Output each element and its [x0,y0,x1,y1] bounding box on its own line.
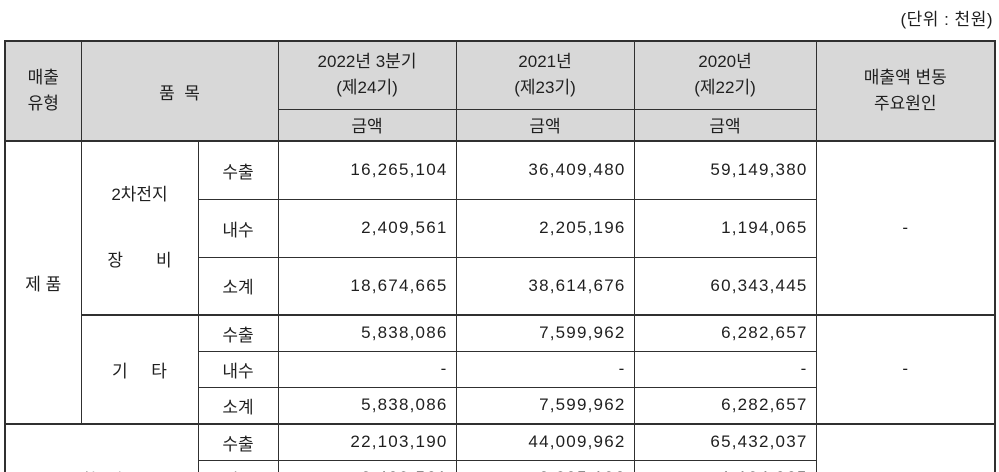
cell-amount-2022: - [277,350,457,389]
header-period-2021: 2021년 (제23기) [455,40,635,110]
cell-amount-2020: 65,432,037 [633,422,817,461]
cell-amount-2020: 60,343,445 [633,256,817,316]
cell-amount-2022: 2,409,561 [277,459,457,472]
cell-product-label: 제 품 [4,140,82,425]
cell-amount-2021: 7,599,962 [455,313,635,352]
cell-item-other: 기 타 [80,314,199,425]
cell-item-battery-line1: 2차전지 [111,185,168,204]
header-amount-2022: 금액 [277,108,457,142]
cell-amount-2022: 2,409,561 [277,198,457,258]
cell-type-label: 내수 [197,198,279,258]
header-period-2020-title: 2020년 [698,52,752,72]
cell-item-battery-line2: 장 비 [107,251,172,270]
header-period-2021-title: 2021년 [518,52,572,72]
cell-type-label: 수출 [197,313,279,352]
table-row: 소계 18,674,665 38,614,676 60,343,445 [5,256,995,316]
header-period-2022-term: (제24기) [336,78,398,98]
cell-amount-2022: 18,674,665 [277,256,457,316]
cell-amount-2022: 5,838,086 [277,387,457,425]
table-row: 기 타 수출 5,838,086 7,599,962 6,282,657 - [5,313,996,425]
unit-label: (단위 : 천원) [900,10,993,29]
sales-breakdown-table: 매출 유형 품 목 2022년 3분기 (제24기) 2021년 (제23기) … [4,40,997,472]
cell-amount-2022: 22,103,190 [277,422,457,461]
header-sales-type-line1: 매출 [27,68,59,87]
header-change-reason: 매출액 변동 주요원인 [815,40,996,142]
header-item: 품 목 [80,40,279,142]
cell-type-label: 내수 [197,459,279,472]
cell-type-label: 내수 [197,350,279,389]
cell-amount-2021: 2,205,196 [455,459,635,472]
cell-amount-2021: 7,599,962 [455,387,635,425]
cell-amount-2022: 16,265,104 [277,140,457,200]
cell-amount-2020: 6,282,657 [633,387,817,425]
header-amount-2021: 금액 [455,108,635,142]
header-period-2021-term: (제23기) [514,78,576,98]
cell-amount-2021: 2,205,196 [455,198,635,258]
header-amount-2020: 금액 [633,108,817,142]
table-row: 내수 2,409,561 2,205,196 1,194,065 [5,459,995,472]
header-period-2020-term: (제22기) [694,78,756,98]
table-row: 내수 - - - [5,350,995,389]
cell-type-label: 수출 [197,140,279,200]
header-period-2022-title: 2022년 3분기 [317,52,417,72]
cell-reason-battery: - [815,140,996,316]
cell-reason-other: - [815,314,996,425]
cell-amount-2021: 38,614,676 [455,256,635,316]
header-sales-type-line2: 유형 [27,94,59,113]
cell-item-battery-equipment: 2차전지 장 비 [80,140,199,316]
cell-reason-total: - [815,422,996,472]
cell-amount-2020: 1,194,065 [633,198,817,258]
header-change-reason-line2: 주요원인 [873,94,937,113]
cell-type-label: 수출 [197,422,279,461]
cell-amount-2021: 44,009,962 [455,422,635,461]
cell-amount-2020: 59,149,380 [633,140,817,200]
cell-amount-2021: - [455,350,635,389]
table-row: 소계 5,838,086 7,599,962 6,282,657 [5,387,995,425]
cell-amount-2020: 1,194,065 [633,459,817,472]
header-period-2020: 2020년 (제22기) [633,40,817,110]
cell-total-label: 합 계 [4,422,199,472]
table-row: 제 품 2차전지 장 비 수출 16,265,104 36,409,480 59… [4,140,996,425]
table-body: 제 품 2차전지 장 비 수출 16,265,104 36,409,480 59… [4,140,996,472]
table-row: 합 계 수출 22,103,190 44,009,962 65,432,037 … [4,422,996,472]
cell-amount-2020: 6,282,657 [633,313,817,352]
table-header: 매출 유형 품 목 2022년 3분기 (제24기) 2021년 (제23기) … [4,40,996,142]
cell-type-label: 소계 [197,256,279,316]
header-sales-type: 매출 유형 [4,40,82,142]
header-change-reason-line1: 매출액 변동 [863,68,947,87]
header-row-amount: 금액 금액 금액 [5,108,995,142]
header-period-2022: 2022년 3분기 (제24기) [277,40,457,110]
cell-type-label: 소계 [197,387,279,425]
header-row-periods: 매출 유형 품 목 2022년 3분기 (제24기) 2021년 (제23기) … [4,40,996,142]
table-row: 내수 2,409,561 2,205,196 1,194,065 [5,198,995,258]
cell-amount-2020: - [633,350,817,389]
cell-amount-2021: 36,409,480 [455,140,635,200]
cell-amount-2022: 5,838,086 [277,313,457,352]
